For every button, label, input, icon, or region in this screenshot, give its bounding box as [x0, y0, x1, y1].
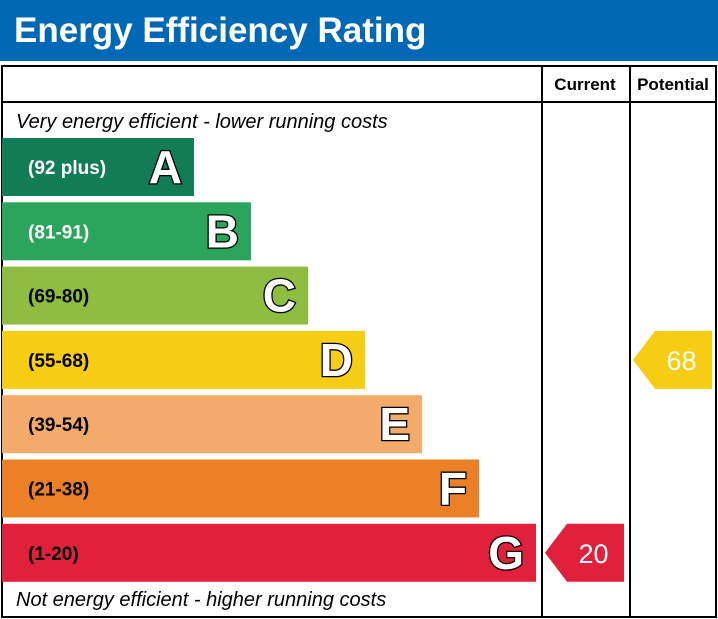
band-a-bar: [2, 138, 194, 196]
band-c-letter: C: [263, 270, 296, 322]
band-g-bar: [2, 523, 536, 582]
band-f-letter: F: [439, 463, 467, 515]
band-c-bar: [2, 266, 308, 325]
band-a-range: (92 plus): [28, 158, 106, 179]
band-d-range: (55-68): [28, 351, 89, 372]
top-note: Very energy efficient - lower running co…: [16, 111, 388, 133]
band-e-bar: [2, 395, 422, 454]
band-c-range: (69-80): [28, 287, 89, 308]
band-f-range: (21-38): [28, 480, 89, 501]
band-d-bar: [2, 330, 365, 389]
potential-column-header: Potential: [637, 75, 709, 94]
chart-title: Energy Efficiency Rating: [14, 11, 426, 50]
band-g-letter: G: [488, 527, 524, 579]
band-b-range: (81-91): [28, 222, 89, 243]
current-column-header: Current: [554, 75, 616, 94]
potential-arrow: [633, 330, 712, 389]
band-g-range: (1-20): [28, 544, 79, 565]
title-bar: [0, 0, 718, 61]
band-a-letter: A: [149, 141, 182, 193]
band-b-bar: [2, 202, 251, 261]
bottom-note: Not energy efficient - higher running co…: [16, 589, 386, 611]
band-b-letter: B: [206, 205, 239, 257]
potential-rating-value: 68: [666, 346, 696, 376]
current-arrow: [545, 523, 624, 582]
band-e-range: (39-54): [28, 415, 89, 436]
rating-bands: (92 plus) A (81-91) B (69-80) C (55-68) D (39-54…: [2, 138, 536, 582]
band-f-bar: [2, 459, 479, 518]
band-d-letter: D: [320, 334, 353, 386]
band-e-letter: E: [379, 398, 410, 450]
current-rating-value: 20: [578, 539, 608, 569]
